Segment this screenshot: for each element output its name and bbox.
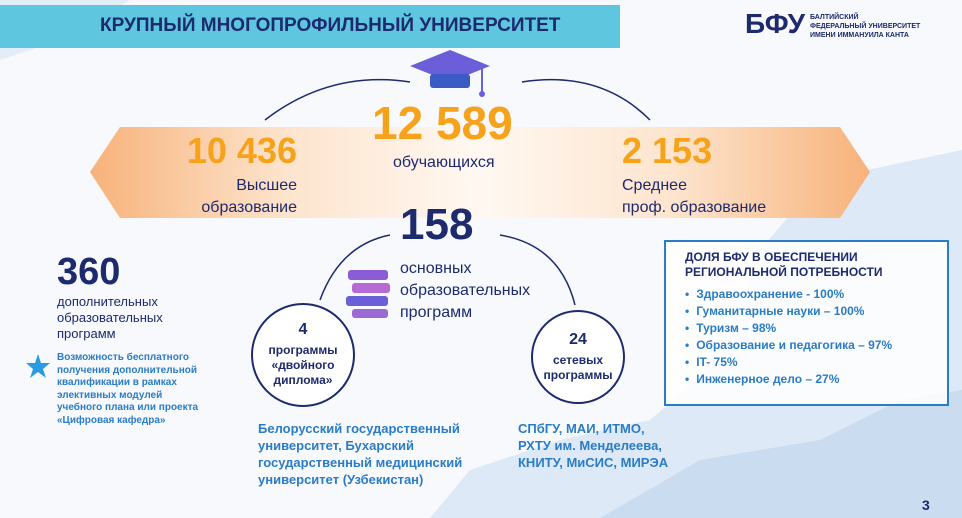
circle-label: «двойного: [271, 358, 335, 372]
title-line: ДОЛЯ БФУ В ОБЕСПЕЧЕНИИ: [685, 250, 858, 264]
stat-value: 158: [400, 200, 474, 249]
arc: [499, 234, 576, 306]
arc: [264, 79, 411, 121]
stat-label: Среднее проф. образование: [622, 175, 766, 219]
note-line: «Цифровая кафедра»: [57, 414, 166, 426]
logo-mark: БФУ: [745, 8, 806, 39]
note-line: квалификации в рамках: [57, 377, 177, 388]
title-line: РЕГИОНАЛЬНОЙ ПОТРЕБНОСТИ: [685, 265, 883, 279]
label-line: дополнительных: [57, 294, 158, 309]
partner-line: университет, Бухарский: [258, 438, 415, 453]
partner-line: СПбГУ, МАИ, ИТМО,: [518, 421, 645, 436]
label-line: образование: [201, 199, 297, 216]
arc: [319, 234, 391, 301]
double-degree-circle: 4 программы «двойного диплома»: [251, 303, 355, 407]
label-line: проф. образование: [622, 199, 767, 216]
circle-value: 4: [298, 321, 308, 338]
partner-line: РХТУ им. Менделеева,: [518, 438, 662, 453]
logo-line: ФЕДЕРАЛЬНЫЙ УНИВЕРСИТЕТ: [810, 23, 921, 30]
partner-line: Белорусский государственный: [258, 421, 460, 436]
title-bar: [0, 5, 620, 48]
note-line: учебного плана или проекта: [57, 402, 199, 413]
share-item: Здравоохранение - 100%: [685, 286, 947, 303]
logo-line: ИМЕНИ ИММАНУИЛА КАНТА: [810, 32, 909, 39]
label-line: образовательных: [57, 310, 163, 325]
label-line: Среднее: [622, 177, 687, 194]
share-item: Инженерное дело – 27%: [685, 371, 947, 388]
label-line: основных: [400, 260, 472, 277]
graduation-cap-icon: [410, 50, 490, 97]
network-circle: 24 сетевых программы: [531, 310, 625, 404]
share-item: Образование и педагогика – 97%: [685, 337, 947, 354]
title: КРУПНЫЙ МНОГОПРОФИЛЬНЫЙ УНИВЕРСИТЕТ: [100, 15, 561, 36]
circle-label: программы: [268, 343, 338, 357]
orange-banner: [90, 127, 870, 218]
stat-value: 12 589: [372, 97, 513, 149]
logo-line: БАЛТИЙСКИЙ: [810, 14, 859, 21]
partner-line: КНИТУ, МиСИС, МИРЭА: [518, 455, 669, 470]
circle-value: 24: [569, 330, 587, 348]
stat-label: дополнительных образовательных программ: [57, 294, 163, 342]
label-line: программ: [400, 304, 473, 321]
label-line: образовательных: [400, 282, 531, 299]
share-list: Здравоохранение - 100% Гуманитарные наук…: [666, 286, 947, 388]
note-line: Возможность бесплатного: [57, 352, 189, 363]
partners: СПбГУ, МАИ, ИТМО, РХТУ им. Менделеева, К…: [518, 420, 668, 471]
circle-label: программы: [543, 367, 613, 382]
note: Возможность бесплатного получения дополн…: [57, 352, 198, 427]
stat-label: Высшее образование: [201, 175, 297, 219]
share-box: ДОЛЯ БФУ В ОБЕСПЕЧЕНИИ РЕГИОНАЛЬНОЙ ПОТР…: [664, 240, 949, 406]
logo-text: БАЛТИЙСКИЙ ФЕДЕРАЛЬНЫЙ УНИВЕРСИТЕТ ИМЕНИ…: [810, 13, 920, 40]
map-shape: [600, 390, 962, 518]
page-number: 3: [922, 497, 930, 513]
note-line: получения дополнительной: [57, 364, 197, 376]
partner-line: государственный медицинский: [258, 455, 463, 470]
partners: Белорусский государственный университет,…: [258, 420, 462, 488]
note-line: элективных модулей: [57, 389, 163, 401]
stat-label: основных образовательных программ: [400, 258, 530, 324]
arc: [521, 79, 651, 121]
circle-label: сетевых: [552, 352, 604, 367]
share-item: Гуманитарные науки – 100%: [685, 303, 947, 320]
stat-label: обучающихся: [393, 154, 495, 171]
box-title: ДОЛЯ БФУ В ОБЕСПЕЧЕНИИ РЕГИОНАЛЬНОЙ ПОТР…: [685, 250, 947, 280]
stat-value: 360: [57, 251, 121, 293]
stat-value: 10 436: [186, 130, 297, 171]
label-line: Высшее: [236, 177, 297, 194]
partner-line: университет (Узбекистан): [258, 472, 424, 487]
share-item: Туризм – 98%: [685, 320, 947, 337]
stat-value: 2 153: [622, 130, 713, 171]
share-item: IT- 75%: [685, 354, 947, 371]
star-icon: [26, 354, 50, 378]
books-icon: [346, 270, 390, 318]
label-line: программ: [57, 326, 116, 341]
circle-label: диплома»: [273, 373, 333, 387]
